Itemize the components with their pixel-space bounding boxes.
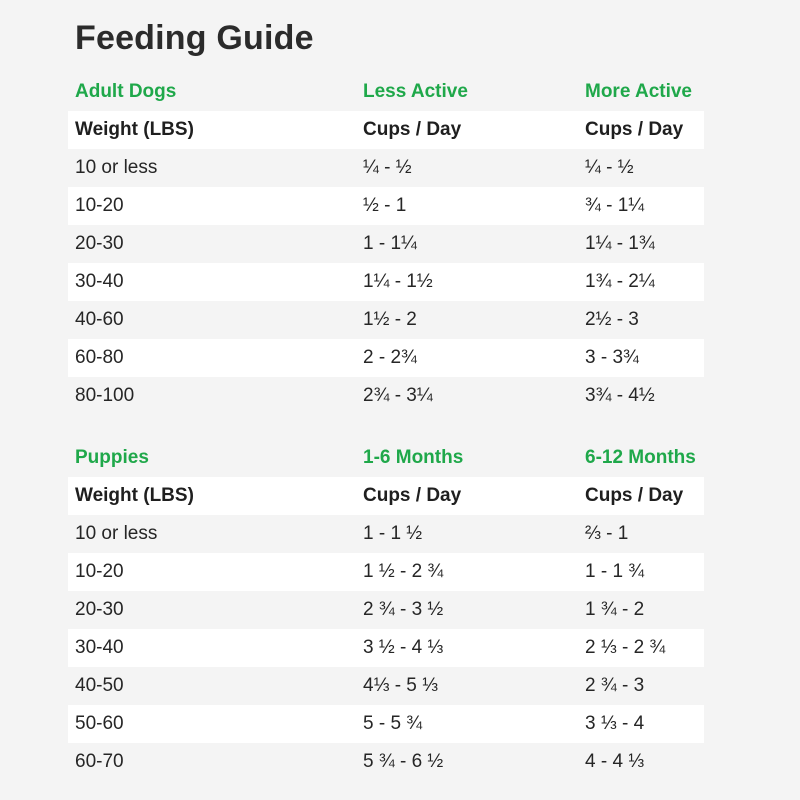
table-row: 50-60 5 - 5 ¾ 3 ⅓ - 4 <box>68 705 704 743</box>
cups-cell: 1½ - 2 <box>363 309 417 330</box>
table-row: 20-30 2 ¾ - 3 ½ 1 ¾ - 2 <box>68 591 704 629</box>
cups-column-header: Cups / Day <box>363 485 462 506</box>
adult-section-label: Adult Dogs <box>75 81 177 102</box>
cups-cell: 3 - 3¾ <box>585 347 639 368</box>
cups-cell: 1 - 1 ¾ <box>585 561 645 582</box>
cups-column-header: Cups / Day <box>585 119 684 140</box>
cups-cell: 2 ¾ - 3 ½ <box>363 599 444 620</box>
cups-cell: 2½ - 3 <box>585 309 639 330</box>
weight-column-header: Weight (LBS) <box>75 119 194 140</box>
table-row: 10 or less 1 - 1 ½ ⅔ - 1 <box>68 515 704 553</box>
cups-cell: 1 ¾ - 2 <box>585 599 645 620</box>
cups-cell: 1 ½ - 2 ¾ <box>363 561 444 582</box>
less-active-heading: Less Active <box>363 81 468 102</box>
weight-cell: 10 or less <box>75 523 158 544</box>
weight-column-header: Weight (LBS) <box>75 485 194 506</box>
puppy-column-header-row: Weight (LBS) Cups / Day Cups / Day <box>68 477 704 515</box>
page-title: Feeding Guide <box>75 19 314 57</box>
table-row: 80-100 2¾ - 3¼ 3¾ - 4½ <box>68 377 704 415</box>
cups-cell: ¼ - ½ <box>585 157 634 178</box>
weight-cell: 20-30 <box>75 599 124 620</box>
puppy-section-row: Puppies 1-6 Months 6-12 Months <box>68 439 704 477</box>
cups-cell: ½ - 1 <box>363 195 407 216</box>
table-row: 30-40 3 ½ - 4 ⅓ 2 ⅓ - 2 ¾ <box>68 629 704 667</box>
cups-cell: ¾ - 1¼ <box>585 195 645 216</box>
weight-cell: 40-60 <box>75 309 124 330</box>
one-to-six-months-heading: 1-6 Months <box>363 447 464 468</box>
puppy-section-label: Puppies <box>75 447 149 468</box>
cups-cell: ¼ - ½ <box>363 157 412 178</box>
table-row: 60-70 5 ¾ - 6 ½ 4 - 4 ⅓ <box>68 743 704 781</box>
cups-cell: 3 ⅓ - 4 <box>585 713 645 734</box>
puppies-table: Puppies 1-6 Months 6-12 Months Weight (L… <box>68 439 704 781</box>
weight-cell: 40-50 <box>75 675 124 696</box>
cups-cell: 3 ½ - 4 ⅓ <box>363 637 444 658</box>
cups-cell: 2¾ - 3¼ <box>363 385 433 406</box>
adult-column-header-row: Weight (LBS) Cups / Day Cups / Day <box>68 111 704 149</box>
more-active-heading: More Active <box>585 81 692 102</box>
cups-cell: 4 - 4 ⅓ <box>585 751 645 772</box>
weight-cell: 10-20 <box>75 195 124 216</box>
cups-cell: 2 ¾ - 3 <box>585 675 645 696</box>
cups-column-header: Cups / Day <box>585 485 684 506</box>
cups-column-header: Cups / Day <box>363 119 462 140</box>
cups-cell: 1¼ - 1½ <box>363 271 433 292</box>
cups-cell: 3¾ - 4½ <box>585 385 655 406</box>
weight-cell: 10 or less <box>75 157 158 178</box>
cups-cell: 4⅓ - 5 ⅓ <box>363 675 438 696</box>
cups-cell: 5 - 5 ¾ <box>363 713 423 734</box>
table-row: 30-40 1¼ - 1½ 1¾ - 2¼ <box>68 263 704 301</box>
table-row: 40-60 1½ - 2 2½ - 3 <box>68 301 704 339</box>
weight-cell: 60-70 <box>75 751 124 772</box>
table-row: 10-20 1 ½ - 2 ¾ 1 - 1 ¾ <box>68 553 704 591</box>
cups-cell: 2 - 2¾ <box>363 347 417 368</box>
weight-cell: 80-100 <box>75 385 135 406</box>
adult-dogs-table: Adult Dogs Less Active More Active Weigh… <box>68 73 704 415</box>
table-row: 20-30 1 - 1¼ 1¼ - 1¾ <box>68 225 704 263</box>
cups-cell: 1 - 1 ½ <box>363 523 423 544</box>
cups-cell: 2 ⅓ - 2 ¾ <box>585 637 666 658</box>
weight-cell: 30-40 <box>75 637 124 658</box>
table-row: 10 or less ¼ - ½ ¼ - ½ <box>68 149 704 187</box>
weight-cell: 30-40 <box>75 271 124 292</box>
adult-section-row: Adult Dogs Less Active More Active <box>68 73 704 111</box>
cups-cell: ⅔ - 1 <box>585 523 629 544</box>
table-row: 60-80 2 - 2¾ 3 - 3¾ <box>68 339 704 377</box>
weight-cell: 50-60 <box>75 713 124 734</box>
six-to-twelve-months-heading: 6-12 Months <box>585 447 696 468</box>
cups-cell: 5 ¾ - 6 ½ <box>363 751 444 772</box>
weight-cell: 20-30 <box>75 233 124 254</box>
cups-cell: 1 - 1¼ <box>363 233 417 254</box>
cups-cell: 1¾ - 2¼ <box>585 271 655 292</box>
table-row: 40-50 4⅓ - 5 ⅓ 2 ¾ - 3 <box>68 667 704 705</box>
weight-cell: 60-80 <box>75 347 124 368</box>
cups-cell: 1¼ - 1¾ <box>585 233 655 254</box>
weight-cell: 10-20 <box>75 561 124 582</box>
table-row: 10-20 ½ - 1 ¾ - 1¼ <box>68 187 704 225</box>
